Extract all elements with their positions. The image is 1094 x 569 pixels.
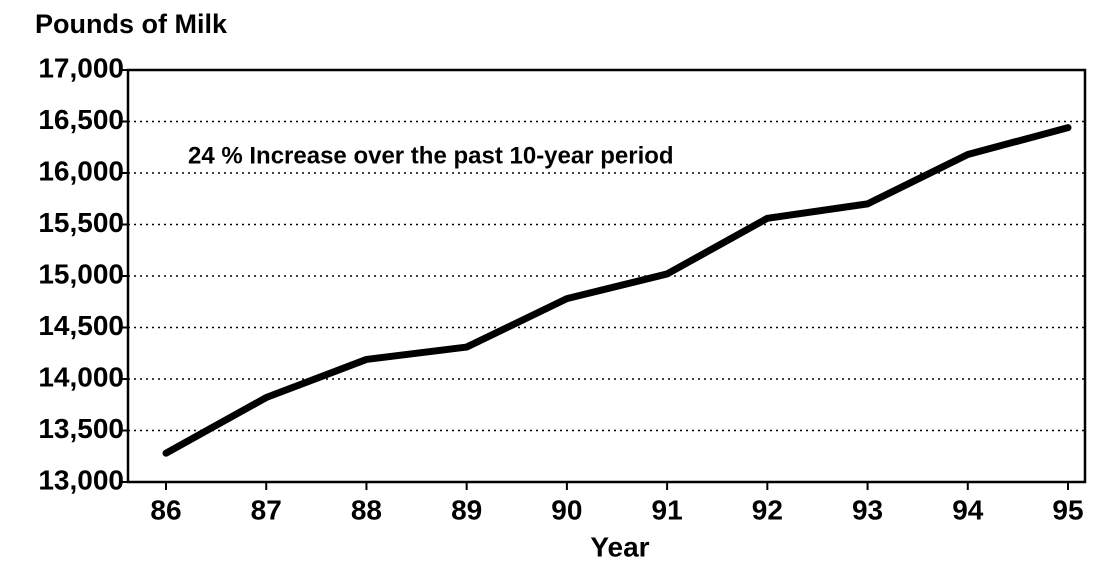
plot-frame bbox=[126, 68, 1087, 484]
y-tick-label: 13,500 bbox=[38, 413, 124, 444]
x-tick-label: 90 bbox=[551, 494, 582, 525]
y-tick-label: 15,500 bbox=[38, 207, 124, 238]
chart-title: Pounds of Milk bbox=[35, 9, 228, 39]
annotation: 24 % Increase over the past 10-year peri… bbox=[188, 142, 674, 169]
x-tick-label: 93 bbox=[852, 494, 883, 525]
data-line bbox=[162, 124, 1072, 457]
x-tick-label: 91 bbox=[652, 494, 683, 525]
x-tick-label: 86 bbox=[150, 494, 181, 525]
x-axis-label: Year bbox=[590, 531, 649, 562]
x-tick-label: 89 bbox=[451, 494, 482, 525]
x-tick-label: 95 bbox=[1052, 494, 1083, 525]
x-tick-label: 94 bbox=[952, 494, 984, 525]
y-tick-label: 15,000 bbox=[38, 258, 124, 289]
y-tick-label: 14,500 bbox=[38, 310, 124, 341]
y-tick-label: 16,500 bbox=[38, 104, 124, 135]
y-tick-label: 14,000 bbox=[38, 361, 124, 392]
x-tick-label: 92 bbox=[752, 494, 783, 525]
y-tick-label: 16,000 bbox=[38, 155, 124, 186]
x-tick-label: 88 bbox=[351, 494, 382, 525]
y-tick-label: 13,000 bbox=[38, 464, 124, 495]
y-tick-label: 17,000 bbox=[38, 52, 124, 83]
x-tick-label: 87 bbox=[251, 494, 282, 525]
